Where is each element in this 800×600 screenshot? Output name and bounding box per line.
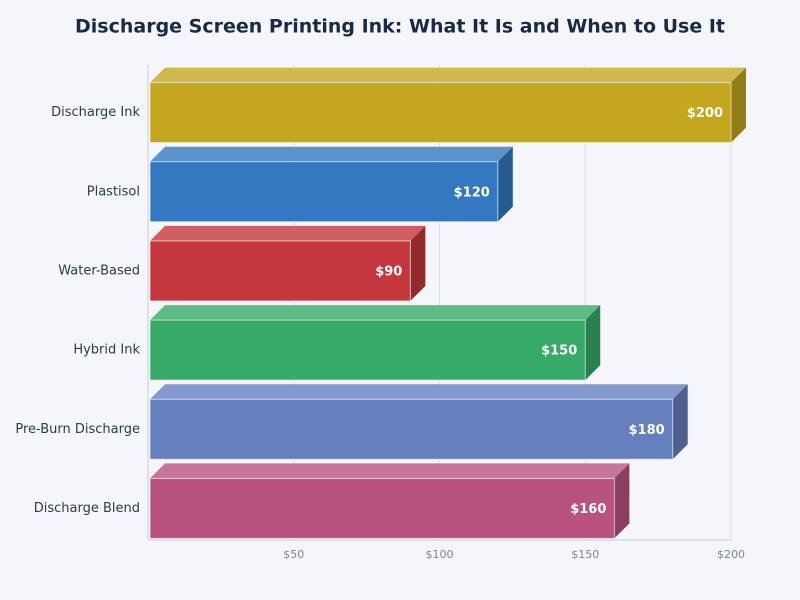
bar-top-face bbox=[150, 305, 601, 321]
data-label: $160 bbox=[570, 502, 606, 517]
y-tick-label: Hybrid Ink bbox=[73, 343, 140, 358]
y-tick-label: Plastisol bbox=[87, 184, 140, 199]
bar-side-face bbox=[731, 67, 746, 143]
data-label: $120 bbox=[454, 185, 490, 200]
x-tick-label: $150 bbox=[571, 548, 599, 561]
bar-side-face bbox=[672, 384, 688, 460]
y-tick-label: Pre-Burn Discharge bbox=[15, 422, 140, 437]
bar-side-face bbox=[585, 305, 601, 381]
bar-top-face bbox=[150, 146, 513, 162]
data-label: $150 bbox=[541, 344, 577, 359]
bar-side-face bbox=[497, 146, 513, 222]
bar-top-face bbox=[150, 225, 426, 241]
bar bbox=[149, 82, 732, 144]
chart-title: Discharge Screen Printing Ink: What It I… bbox=[75, 16, 725, 38]
bar-top-face bbox=[150, 463, 630, 479]
bar bbox=[149, 319, 586, 381]
bar-top-face bbox=[150, 384, 688, 400]
x-tick-label: $50 bbox=[283, 548, 304, 561]
x-tick-label: $100 bbox=[426, 548, 454, 561]
y-tick-label: Discharge Ink bbox=[51, 105, 140, 120]
x-tick-label: $200 bbox=[717, 548, 745, 561]
data-label: $90 bbox=[375, 264, 402, 279]
bar bbox=[149, 477, 615, 539]
y-tick-label: Discharge Blend bbox=[34, 501, 140, 516]
bar-side-face bbox=[410, 225, 426, 301]
bar-side-face bbox=[614, 463, 630, 539]
y-tick-label: Water-Based bbox=[58, 263, 140, 278]
bar bbox=[149, 398, 674, 460]
bar bbox=[149, 161, 499, 223]
data-label: $180 bbox=[629, 423, 665, 438]
bar bbox=[149, 240, 411, 302]
bar-top-face bbox=[150, 67, 746, 83]
data-label: $200 bbox=[687, 106, 723, 121]
